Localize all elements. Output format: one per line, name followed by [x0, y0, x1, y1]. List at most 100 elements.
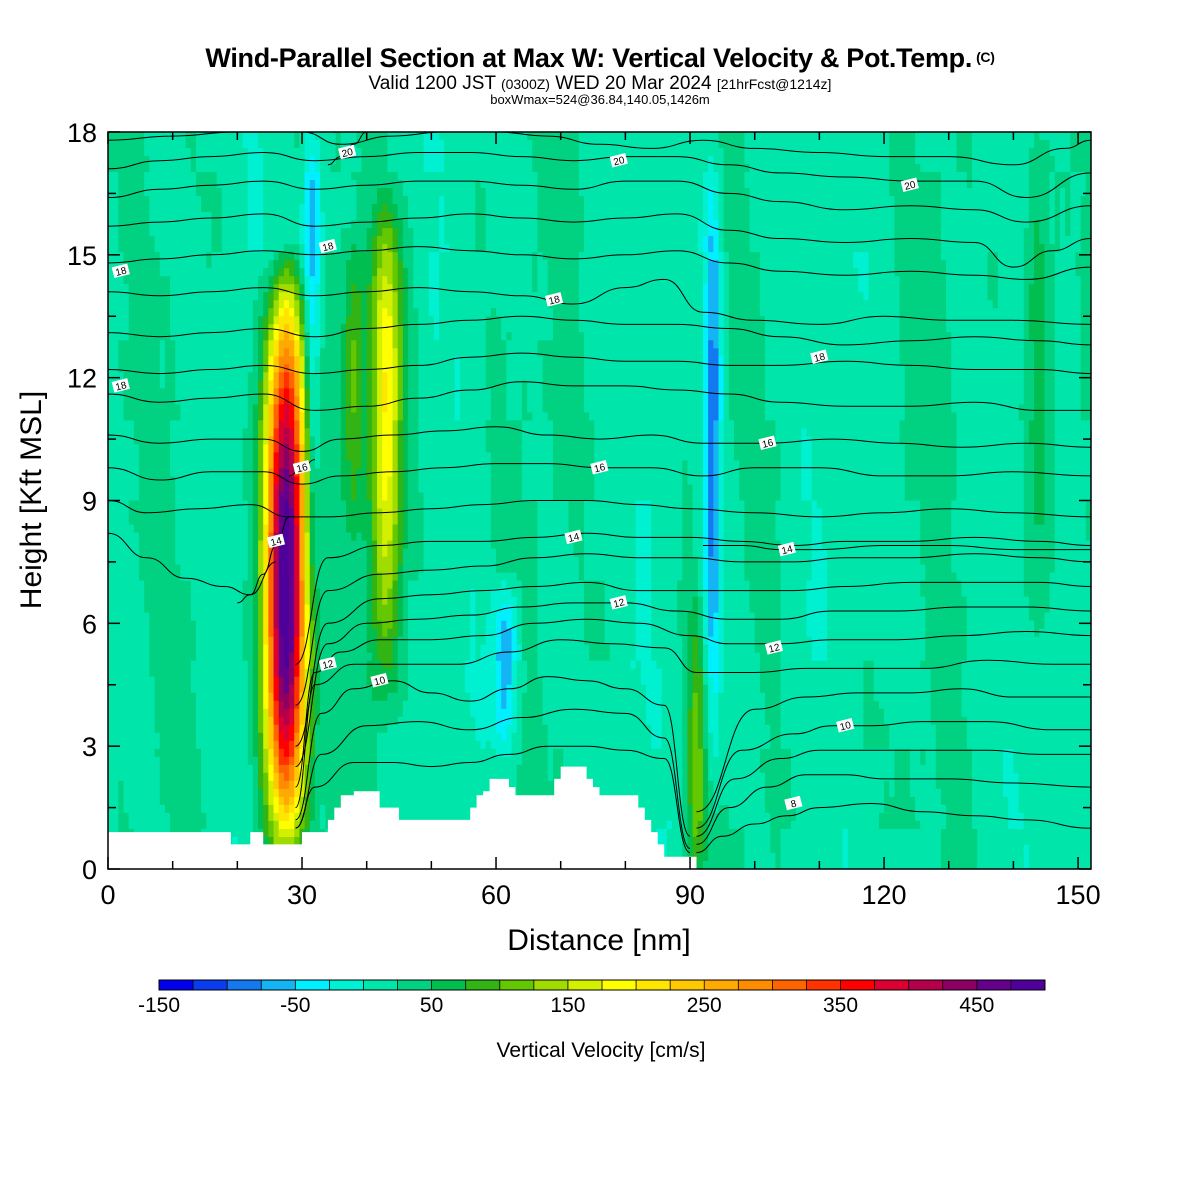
- velocity-cell: [340, 628, 347, 638]
- velocity-cell: [273, 820, 280, 830]
- velocity-cell: [164, 380, 171, 389]
- velocity-cell: [268, 204, 275, 213]
- velocity-cell: [351, 356, 357, 365]
- velocity-cell: [299, 356, 306, 365]
- velocity-cell: [309, 204, 316, 213]
- velocity-cell: [113, 716, 119, 726]
- velocity-cell: [314, 140, 321, 149]
- velocity-cell: [361, 300, 368, 309]
- velocity-cell: [335, 572, 342, 582]
- velocity-cell: [170, 548, 176, 558]
- velocity-cell: [175, 692, 182, 702]
- velocity-cell: [237, 428, 244, 438]
- velocity-cell: [283, 460, 290, 470]
- velocity-cell: [283, 212, 290, 221]
- velocity-cell: [247, 188, 254, 197]
- velocity-cell: [118, 620, 125, 630]
- velocity-cell: [118, 260, 125, 269]
- velocity-cell: [278, 348, 285, 357]
- velocity-cell: [351, 540, 357, 550]
- velocity-cell: [226, 588, 233, 598]
- velocity-cell: [180, 684, 187, 694]
- velocity-cell: [170, 596, 176, 606]
- velocity-cell: [283, 444, 290, 454]
- velocity-cell: [258, 604, 264, 614]
- velocity-cell: [195, 604, 202, 614]
- velocity-cell: [289, 508, 295, 518]
- velocity-cell: [195, 492, 202, 502]
- velocity-cell: [159, 596, 166, 606]
- velocity-cell: [263, 404, 269, 413]
- velocity-cell: [273, 276, 280, 285]
- velocity-cell: [345, 228, 352, 237]
- velocity-cell: [154, 700, 161, 710]
- velocity-cell: [237, 348, 244, 357]
- velocity-cell: [139, 292, 145, 301]
- velocity-cell: [252, 756, 259, 766]
- velocity-cell: [289, 500, 295, 510]
- velocity-cell: [216, 196, 223, 205]
- velocity-cell: [206, 700, 213, 710]
- velocity-cell: [366, 364, 373, 373]
- velocity-cell: [366, 620, 373, 630]
- velocity-cell: [351, 292, 357, 301]
- velocity-cell: [252, 316, 259, 325]
- velocity-cell: [118, 324, 125, 333]
- velocity-cell: [309, 316, 316, 325]
- velocity-cell: [180, 332, 187, 341]
- velocity-cell: [345, 300, 352, 309]
- velocity-cell: [149, 164, 156, 173]
- velocity-cell: [226, 148, 233, 157]
- velocity-cell: [170, 444, 176, 454]
- velocity-cell: [371, 292, 378, 301]
- velocity-cell: [273, 652, 280, 662]
- velocity-cell: [351, 492, 357, 502]
- velocity-cell: [361, 436, 368, 446]
- velocity-cell: [175, 308, 182, 317]
- velocity-cell: [133, 820, 140, 830]
- velocity-cell: [118, 388, 125, 397]
- velocity-cell: [190, 236, 197, 245]
- velocity-cell: [314, 172, 321, 181]
- velocity-cell: [382, 420, 388, 429]
- velocity-cell: [201, 348, 207, 357]
- velocity-cell: [304, 140, 311, 149]
- velocity-cell: [175, 724, 182, 734]
- velocity-cell: [325, 476, 332, 486]
- velocity-cell: [382, 564, 388, 574]
- velocity-cell: [195, 388, 202, 397]
- velocity-cell: [299, 524, 306, 534]
- velocity-cell: [175, 452, 182, 462]
- velocity-cell: [113, 484, 119, 494]
- velocity-cell: [139, 172, 145, 181]
- velocity-cell: [247, 140, 254, 149]
- velocity-cell: [283, 172, 290, 181]
- velocity-cell: [118, 580, 125, 590]
- velocity-cell: [149, 612, 156, 622]
- velocity-cell: [139, 148, 145, 157]
- velocity-cell: [283, 492, 290, 502]
- velocity-cell: [268, 236, 275, 245]
- velocity-cell: [149, 692, 156, 702]
- velocity-cell: [371, 244, 378, 253]
- velocity-cell: [289, 164, 295, 173]
- velocity-cell: [108, 188, 114, 197]
- velocity-cell: [133, 532, 140, 542]
- velocity-cell: [242, 652, 249, 662]
- velocity-cell: [278, 652, 285, 662]
- velocity-cell: [309, 236, 316, 245]
- velocity-cell: [366, 380, 373, 389]
- velocity-cell: [185, 420, 192, 429]
- velocity-cell: [351, 708, 357, 718]
- velocity-cell: [237, 676, 244, 686]
- velocity-cell: [159, 748, 166, 758]
- velocity-cell: [118, 484, 125, 494]
- velocity-cell: [387, 268, 394, 277]
- velocity-cell: [294, 708, 301, 718]
- velocity-cell: [149, 212, 156, 221]
- velocity-cell: [133, 772, 140, 782]
- velocity-cell: [237, 324, 244, 333]
- velocity-cell: [123, 580, 130, 590]
- velocity-cell: [139, 724, 145, 734]
- velocity-cell: [345, 420, 352, 429]
